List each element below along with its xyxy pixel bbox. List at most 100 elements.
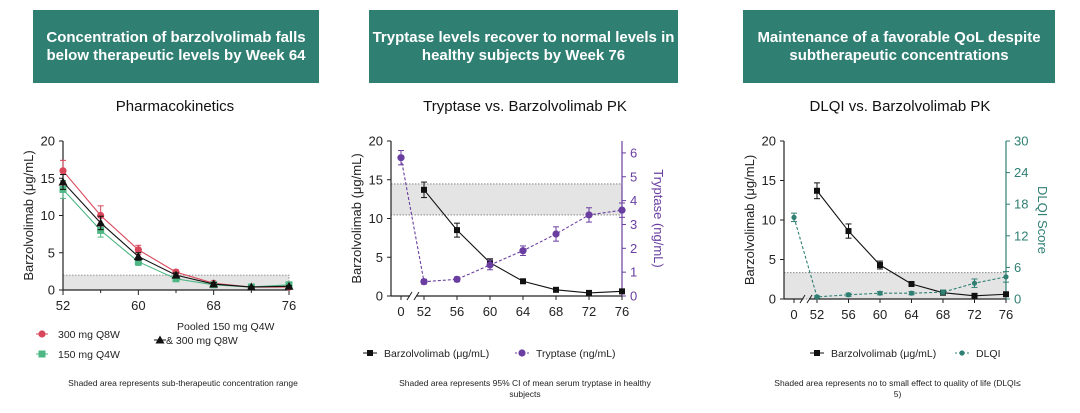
barzolvolimab-point bbox=[877, 262, 883, 269]
y-tick-label: 15 bbox=[369, 172, 383, 187]
data-point bbox=[97, 226, 105, 234]
barzolvolimab-point bbox=[1003, 291, 1009, 298]
banner-tryptase: Tryptase levels recover to normal levels… bbox=[369, 10, 678, 83]
data-point bbox=[172, 275, 180, 283]
data-point bbox=[284, 281, 294, 290]
y2-axis-label: DLQI Score bbox=[1035, 186, 1050, 254]
barzolvolimab-point bbox=[908, 280, 915, 287]
x-tick-label: 0 bbox=[790, 307, 797, 322]
legend-label: 150 mg Q4W bbox=[58, 349, 120, 361]
y2-tick-label: 18 bbox=[1014, 197, 1028, 212]
y-tick-label: 0 bbox=[48, 283, 55, 298]
secondary-point bbox=[814, 294, 820, 300]
legend-marker bbox=[38, 350, 46, 358]
legend-label: DLQI bbox=[976, 348, 1001, 360]
legend-label: Barzolvolimab (μg/mL) bbox=[831, 348, 936, 360]
barzolvolimab-point bbox=[619, 288, 625, 295]
x-tick-label: 52 bbox=[810, 307, 824, 322]
chart-title-tryptase: Tryptase vs. Barzolvolimab PK bbox=[423, 98, 627, 115]
y2-tick-label: 1 bbox=[630, 265, 637, 280]
banner-dlqi: Maintenance of a favorable QoL despite s… bbox=[743, 10, 1055, 83]
y-axis-label: Barzolvolimab (μg/mL) bbox=[349, 153, 364, 283]
y-tick-label: 0 bbox=[769, 292, 776, 307]
x-tick-label: 60 bbox=[131, 298, 145, 313]
x-tick-label: 72 bbox=[967, 307, 981, 322]
y-tick-label: 5 bbox=[376, 250, 383, 265]
y2-tick-label: 6 bbox=[630, 145, 637, 160]
y-axis-label: Barzolvolimab (μg/mL) bbox=[21, 150, 36, 280]
axis-break bbox=[799, 294, 806, 304]
secondary-point bbox=[908, 290, 915, 296]
y2-tick-label: 24 bbox=[1014, 165, 1028, 180]
secondary-point bbox=[397, 154, 405, 162]
data-point bbox=[134, 246, 142, 254]
y2-tick-label: 12 bbox=[1014, 228, 1028, 243]
barzolvolimab-point bbox=[520, 278, 526, 285]
barzolvolimab-point bbox=[586, 289, 592, 296]
y-tick-label: 10 bbox=[369, 211, 383, 226]
data-point bbox=[209, 279, 219, 288]
barzolvolimab-point bbox=[971, 292, 978, 299]
legend-marker bbox=[367, 350, 373, 356]
secondary-line bbox=[400, 157, 623, 283]
footnote-tryptase: Shaded area represents 95% CI of mean se… bbox=[399, 378, 651, 399]
footnote-dlqi: Shaded area represents no to small effec… bbox=[774, 378, 1021, 399]
barzolvolimab-point bbox=[814, 187, 820, 194]
y2-tick-label: 3 bbox=[630, 217, 637, 232]
y-tick-label: 0 bbox=[376, 289, 383, 304]
axis-break bbox=[406, 291, 413, 301]
x-tick-label: 76 bbox=[999, 307, 1013, 322]
x-tick-label: 68 bbox=[206, 298, 220, 313]
x-tick-label: 56 bbox=[450, 304, 464, 319]
chart-title-dlqi: DLQI vs. Barzolvolimab PK bbox=[809, 98, 991, 115]
y-tick-label: 5 bbox=[48, 245, 55, 260]
y-tick-label: 20 bbox=[369, 134, 383, 149]
y2-tick-label: 6 bbox=[1014, 260, 1021, 275]
y2-tick-label: 30 bbox=[1014, 134, 1028, 149]
x-tick-label: 72 bbox=[582, 304, 596, 319]
y-axis-label: Barzolvolimab (μg/mL) bbox=[742, 155, 757, 285]
y2-tick-label: 0 bbox=[1014, 292, 1021, 307]
legend-label: 300 mg Q8W bbox=[58, 329, 120, 341]
barzolvolimab-point bbox=[845, 228, 852, 235]
secondary-point bbox=[845, 292, 852, 298]
y-tick-label: 10 bbox=[762, 213, 776, 228]
data-point bbox=[58, 177, 68, 186]
x-tick-label: 64 bbox=[516, 304, 530, 319]
y-tick-label: 15 bbox=[41, 171, 55, 186]
y-tick-label: 20 bbox=[762, 134, 776, 149]
legend-marker bbox=[518, 349, 526, 357]
data-point bbox=[59, 167, 67, 175]
data-point bbox=[246, 282, 256, 291]
y-tick-label: 5 bbox=[769, 252, 776, 267]
legend-marker bbox=[959, 350, 965, 356]
x-tick-label: 56 bbox=[841, 307, 855, 322]
secondary-point bbox=[791, 214, 797, 220]
secondary-point bbox=[486, 261, 494, 269]
reference-shade bbox=[390, 183, 623, 216]
axis-break bbox=[806, 294, 813, 304]
data-point bbox=[171, 270, 181, 279]
y-tick-label: 20 bbox=[41, 134, 55, 149]
x-tick-label: 76 bbox=[615, 304, 629, 319]
legend-label: Barzolvolimab (μg/mL) bbox=[384, 348, 489, 360]
data-point bbox=[133, 251, 143, 260]
y2-tick-label: 4 bbox=[630, 193, 637, 208]
y2-tick-label: 2 bbox=[630, 241, 637, 256]
legend-label: & 300 mg Q8W bbox=[166, 335, 238, 347]
footnote-pk: Shaded area represents sub-therapeutic c… bbox=[68, 378, 298, 388]
secondary-point bbox=[453, 275, 461, 283]
x-tick-label: 60 bbox=[873, 307, 887, 322]
secondary-point bbox=[1003, 274, 1009, 280]
legend-label: Tryptase (ng/mL) bbox=[536, 348, 616, 360]
banner-pk: Concentration of barzolvolimab falls bel… bbox=[33, 10, 319, 83]
barzolvolimab-point bbox=[421, 186, 427, 193]
y-tick-label: 10 bbox=[41, 208, 55, 223]
secondary-line bbox=[793, 217, 1007, 298]
legend-label: Pooled 150 mg Q4W bbox=[177, 321, 275, 333]
secondary-point bbox=[940, 289, 946, 295]
x-tick-label: 68 bbox=[549, 304, 563, 319]
secondary-point bbox=[585, 211, 593, 219]
data-point bbox=[134, 258, 142, 266]
x-tick-label: 68 bbox=[936, 307, 950, 322]
